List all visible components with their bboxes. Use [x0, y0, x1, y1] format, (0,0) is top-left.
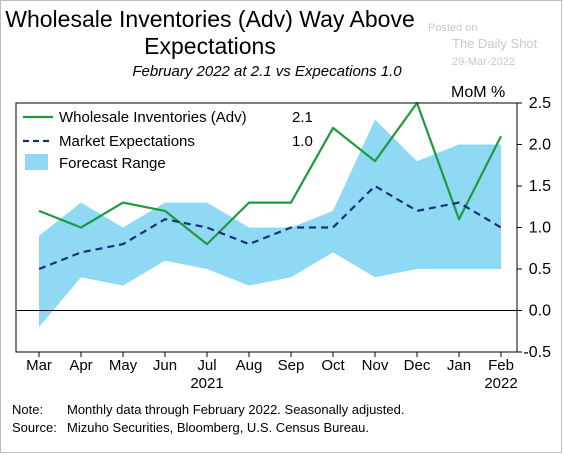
x-tick-label: Dec	[404, 357, 431, 374]
x-tick-label: Feb	[488, 357, 514, 374]
x-tick-label: Sep	[278, 357, 305, 374]
source-text: Mizuho Securities, Bloomberg, U.S. Censu…	[67, 420, 370, 435]
x-tick-label: Apr	[69, 357, 92, 374]
x-tick-label: Jan	[447, 357, 471, 374]
x-year-label: 2022	[484, 375, 517, 392]
y-tick-label: 0.0	[529, 303, 551, 320]
legend-label-forecast-range: Forecast Range	[59, 155, 166, 172]
series-line-market-expectations	[38, 184, 502, 271]
note-key: Note:	[12, 402, 44, 417]
x-tick-label: Oct	[321, 357, 345, 374]
x-tick-label: May	[109, 357, 138, 374]
x-tick-label: Aug	[236, 357, 263, 374]
y-tick-label: 1.5	[529, 178, 551, 195]
series-line-wholesale-inventories	[38, 101, 502, 246]
source-key: Source:	[12, 420, 57, 435]
legend-label-wholesale-inventories: Wholesale Inventories (Adv)	[59, 109, 247, 126]
legend-value-market-expectations: 1.0	[292, 133, 313, 150]
x-tick-label: Mar	[26, 357, 52, 374]
y-tick-label: -0.5	[523, 344, 551, 361]
x-year-label: 2021	[190, 375, 223, 392]
chart-title-line2: Expectations	[144, 33, 276, 59]
legend-value-wholesale-inventories: 2.1	[292, 109, 313, 126]
legend-label-market-expectations: Market Expectations	[59, 133, 195, 150]
y-axis-label: MoM %	[451, 84, 505, 101]
watermark-date: 29-Mar-2022	[452, 56, 515, 68]
x-tick-label: Jun	[153, 357, 177, 374]
chart-title-line1: Wholesale Inventories (Adv) Way Above	[5, 6, 415, 32]
y-tick-label: 1.0	[529, 220, 551, 237]
legend-swatch-forecast-range	[25, 154, 48, 170]
x-tick-label: Nov	[362, 357, 389, 374]
note-text: Monthly data through February 2022. Seas…	[67, 402, 405, 417]
y-tick-label: 2.0	[529, 137, 551, 154]
y-tick-label: 0.5	[529, 261, 551, 278]
x-tick-label: Jul	[197, 357, 216, 374]
forecast-range-band	[39, 119, 501, 328]
chart-subtitle: February 2022 at 2.1 vs Expecations 1.0	[132, 63, 402, 80]
notes-block: Note: Monthly data through February 2022.…	[12, 401, 405, 437]
watermark-source: The Daily Shot	[452, 36, 538, 51]
y-tick-label: 2.5	[529, 95, 551, 112]
watermark-posted: Posted on	[428, 22, 478, 34]
